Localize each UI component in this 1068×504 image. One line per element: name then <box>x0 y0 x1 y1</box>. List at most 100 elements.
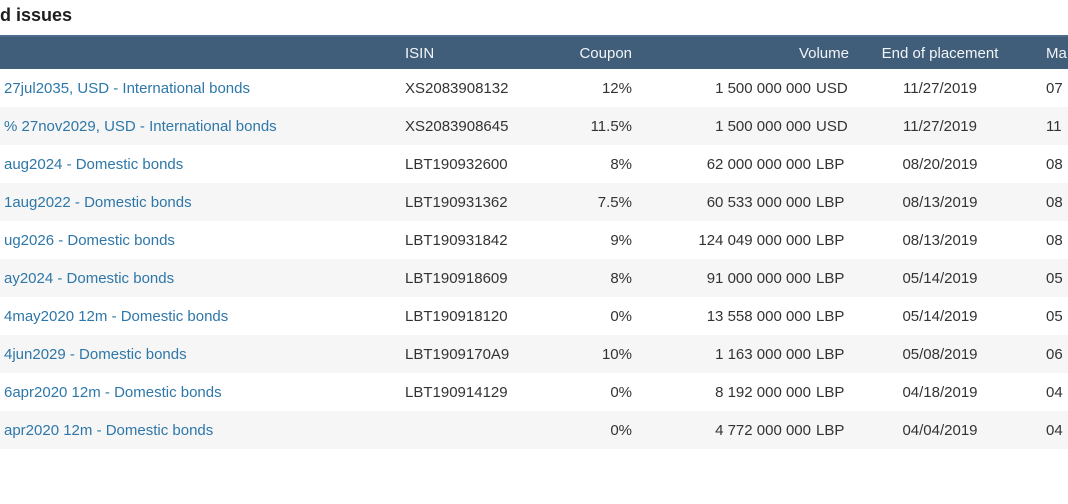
volume-wrap: 4 772 000 000 LBP <box>632 422 849 439</box>
bond-name-cell: ay2024 - Domestic bonds <box>0 259 398 297</box>
bond-name-link[interactable]: 4may2020 12m - Domestic bonds <box>4 307 229 325</box>
table-row: 1aug2022 - Domestic bonds LBT190931362 7… <box>0 183 1068 221</box>
table-row: 4jun2029 - Domestic bonds LBT1909170A9 1… <box>0 335 1068 373</box>
maturity-cell: 05 <box>1046 307 1063 325</box>
table-row: ay2024 - Domestic bonds LBT190918609 8% … <box>0 259 1068 297</box>
volume-wrap: 1 500 000 000 USD <box>632 118 849 135</box>
volume-cell: 60 533 000 000 LBP <box>632 183 849 221</box>
coupon-cell: 7.5% <box>597 193 632 211</box>
volume-currency: LBP <box>816 383 845 401</box>
col-header-maturity: Ma <box>1019 35 1068 69</box>
end-of-placement-cell: 11/27/2019 <box>903 117 977 135</box>
maturity-cell: 04 <box>1046 383 1063 401</box>
isin-cell: LBT190918120 <box>405 307 508 325</box>
isin-cell: XS2083908645 <box>405 117 509 135</box>
volume-wrap: 62 000 000 000 LBP <box>632 156 849 173</box>
volume-cell: 1 500 000 000 USD <box>632 69 849 107</box>
end-of-placement-cell: 08/13/2019 <box>902 231 978 249</box>
volume-wrap: 124 049 000 000 LBP <box>632 232 849 249</box>
coupon-cell: 0% <box>610 307 632 325</box>
volume-cell: 8 192 000 000 LBP <box>632 373 849 411</box>
bond-name-cell: ug2026 - Domestic bonds <box>0 221 398 259</box>
bond-name-link[interactable]: 4jun2029 - Domestic bonds <box>4 345 187 363</box>
volume-currency: LBP <box>816 155 845 173</box>
volume-value: 60 533 000 000 <box>706 193 811 211</box>
coupon-cell: 8% <box>610 155 632 173</box>
bond-name-link[interactable]: 27jul2035, USD - International bonds <box>4 79 250 97</box>
volume-wrap: 13 558 000 000 LBP <box>632 308 849 325</box>
volume-value: 124 049 000 000 <box>698 231 811 249</box>
bond-name-link[interactable]: % 27nov2029, USD - International bonds <box>4 117 277 135</box>
col-header-volume: Volume <box>632 35 849 69</box>
maturity-cell: 04 <box>1046 421 1063 439</box>
volume-value: 62 000 000 000 <box>706 155 811 173</box>
table-row: 6apr2020 12m - Domestic bonds LBT1909141… <box>0 373 1068 411</box>
bond-name-cell: 4may2020 12m - Domestic bonds <box>0 297 398 335</box>
volume-cell: 13 558 000 000 LBP <box>632 297 849 335</box>
bond-name-cell: 6apr2020 12m - Domestic bonds <box>0 373 398 411</box>
volume-wrap: 1 500 000 000 USD <box>632 80 849 97</box>
volume-cell: 91 000 000 000 LBP <box>632 259 849 297</box>
bond-name-link[interactable]: 1aug2022 - Domestic bonds <box>4 193 192 211</box>
volume-currency: LBP <box>816 193 845 211</box>
volume-value: 8 192 000 000 <box>715 383 811 401</box>
isin-cell <box>398 411 553 449</box>
maturity-cell: 08 <box>1046 231 1063 249</box>
isin-cell: LBT190918609 <box>405 269 508 287</box>
end-of-placement-cell: 05/08/2019 <box>902 345 978 363</box>
maturity-cell: 08 <box>1046 193 1063 211</box>
volume-value: 91 000 000 000 <box>706 269 811 287</box>
table-row: aug2024 - Domestic bonds LBT190932600 8%… <box>0 145 1068 183</box>
volume-value: 1 500 000 000 <box>715 79 811 97</box>
volume-currency: LBP <box>816 345 845 363</box>
volume-value: 1 163 000 000 <box>715 345 811 363</box>
end-of-placement-cell: 11/27/2019 <box>903 79 977 97</box>
volume-cell: 4 772 000 000 LBP <box>632 411 849 449</box>
maturity-cell: 08 <box>1046 155 1063 173</box>
maturity-cell: 05 <box>1046 269 1063 287</box>
bond-issues-table: ISIN Coupon Volume End of placement Ma 2… <box>0 35 1068 449</box>
coupon-cell: 11.5% <box>590 117 632 135</box>
end-of-placement-cell: 08/13/2019 <box>902 193 978 211</box>
bond-name-link[interactable]: ug2026 - Domestic bonds <box>4 231 175 249</box>
end-of-placement-cell: 08/20/2019 <box>902 155 978 173</box>
bond-name-link[interactable]: aug2024 - Domestic bonds <box>4 155 184 173</box>
coupon-cell: 12% <box>601 79 632 97</box>
bond-name-link[interactable]: 6apr2020 12m - Domestic bonds <box>4 383 222 401</box>
volume-cell: 1 500 000 000 USD <box>632 107 849 145</box>
maturity-cell: 07 <box>1046 79 1063 97</box>
table-row: ug2026 - Domestic bonds LBT190931842 9% … <box>0 221 1068 259</box>
bond-name-link[interactable]: apr2020 12m - Domestic bonds <box>4 421 214 439</box>
volume-wrap: 91 000 000 000 LBP <box>632 270 849 287</box>
table-header-row: ISIN Coupon Volume End of placement Ma <box>0 35 1068 69</box>
volume-cell: 1 163 000 000 LBP <box>632 335 849 373</box>
issues-table: ISIN Coupon Volume End of placement Ma 2… <box>0 35 1068 449</box>
bond-name-cell: apr2020 12m - Domestic bonds <box>0 411 398 449</box>
coupon-cell: 0% <box>610 383 632 401</box>
isin-cell: LBT190914129 <box>405 383 508 401</box>
maturity-cell: 06 <box>1046 345 1063 363</box>
isin-cell: LBT190931362 <box>405 193 508 211</box>
isin-cell: LBT190931842 <box>405 231 508 249</box>
bond-name-link[interactable]: ay2024 - Domestic bonds <box>4 269 175 287</box>
volume-wrap: 60 533 000 000 LBP <box>632 194 849 211</box>
bond-name-cell: aug2024 - Domestic bonds <box>0 145 398 183</box>
volume-cell: 62 000 000 000 LBP <box>632 145 849 183</box>
table-row: 27jul2035, USD - International bonds XS2… <box>0 69 1068 107</box>
isin-cell: LBT190932600 <box>405 155 508 173</box>
page-title: d issues <box>0 5 73 25</box>
table-row: % 27nov2029, USD - International bonds X… <box>0 107 1068 145</box>
isin-cell: LBT1909170A9 <box>405 345 510 363</box>
coupon-cell: 0% <box>610 421 632 439</box>
volume-currency: LBP <box>816 231 845 249</box>
bond-name-cell: 1aug2022 - Domestic bonds <box>0 183 398 221</box>
isin-cell: XS2083908132 <box>405 79 509 97</box>
end-of-placement-cell: 05/14/2019 <box>902 307 978 325</box>
maturity-cell: 11 <box>1046 117 1062 135</box>
volume-currency: LBP <box>816 307 845 325</box>
volume-value: 13 558 000 000 <box>706 307 811 325</box>
volume-currency: USD <box>816 79 848 97</box>
volume-value: 4 772 000 000 <box>715 421 811 439</box>
volume-currency: LBP <box>816 421 845 439</box>
